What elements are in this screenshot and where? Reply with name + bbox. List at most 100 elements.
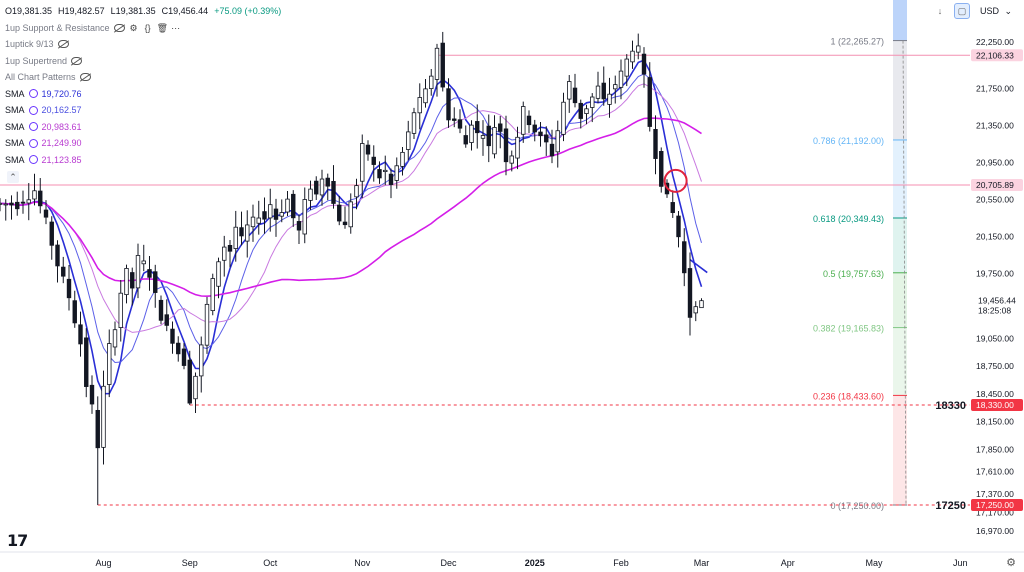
- highlight-circle: [663, 168, 688, 193]
- level-name-label: 18330: [935, 400, 966, 412]
- chart-type-icon[interactable]: ▢: [954, 3, 970, 19]
- candle-body: [348, 201, 353, 228]
- sma-icon[interactable]: [28, 155, 38, 165]
- price-tick-label: 19,050.00: [976, 333, 1014, 343]
- tradingview-logo-icon[interactable]: 17: [7, 531, 28, 550]
- horizontal-lines[interactable]: 18330 17250: [0, 54, 970, 512]
- candle-body: [262, 211, 267, 220]
- candle-body: [699, 300, 704, 309]
- price-axis-badge-label: 20,705.89: [976, 180, 1014, 190]
- indicator-row[interactable]: 1up Support & Resistance ⚙ {} 🗑 ⋯: [5, 20, 283, 37]
- indicator-label: All Chart Patterns: [5, 72, 76, 83]
- candle-body: [273, 208, 279, 220]
- price-axis-badge-label: 22,106.33: [976, 50, 1014, 60]
- price-tick-label: 17,850.00: [976, 444, 1014, 454]
- candle-body: [233, 226, 238, 249]
- candle-body: [429, 75, 434, 90]
- eye-hidden-icon[interactable]: [71, 56, 83, 65]
- sma-icon[interactable]: [28, 105, 38, 115]
- fibonacci-retracement[interactable]: 1 (22,265.27) 0.786 (21,192.00) 0.618 (20,…: [813, 0, 907, 511]
- price-axis[interactable]: 22,250.00 21,750.00 21,350.00 20,950.00 20,5…: [970, 0, 1024, 552]
- candle-body: [55, 244, 60, 267]
- candle-body: [95, 409, 100, 449]
- candle-body: [670, 202, 675, 213]
- candle-body: [61, 266, 66, 277]
- candle-body: [601, 82, 606, 100]
- sma-row[interactable]: SMA 19,720.76: [5, 86, 283, 103]
- candle-body: [181, 348, 187, 366]
- price-tick-label: 17,610.00: [976, 467, 1014, 477]
- price-tick-label: 22,250.00: [976, 37, 1014, 47]
- candle-body: [325, 177, 330, 187]
- sma-icon[interactable]: [28, 89, 38, 99]
- candle-body: [124, 268, 129, 296]
- sma-icon[interactable]: [28, 122, 38, 132]
- price-tick-label: 18,150.00: [976, 417, 1014, 427]
- down-arrow-icon[interactable]: ↓: [937, 6, 943, 16]
- fib-zone: [893, 139, 907, 218]
- time-tick-label: Aug: [95, 558, 111, 568]
- fib-level-label: 0.786 (21,192.00): [813, 136, 884, 146]
- candle-body: [515, 136, 520, 159]
- candle-body: [532, 124, 537, 133]
- sma-row[interactable]: SMA 21,123.85: [5, 152, 283, 169]
- price-tick-label: 17,370.00: [976, 489, 1014, 499]
- candle-body: [486, 125, 491, 147]
- gear-icon[interactable]: ⚙: [1006, 557, 1016, 569]
- candle-body: [112, 329, 118, 348]
- indicator-row[interactable]: 1up Supertrend: [5, 53, 283, 70]
- price-axis-badge: [971, 499, 1023, 511]
- candle-body: [38, 190, 43, 207]
- candle-body: [89, 384, 95, 405]
- candle-body: [314, 180, 319, 195]
- sma-row[interactable]: SMA 20,162.57: [5, 102, 283, 119]
- candle-body: [193, 375, 198, 400]
- candle-body: [498, 123, 503, 132]
- source-code-icon[interactable]: {}: [144, 22, 151, 33]
- eye-hidden-icon[interactable]: [57, 40, 69, 49]
- fib-level-label: 1 (22,265.27): [830, 37, 884, 47]
- sma-icon[interactable]: [28, 138, 38, 148]
- settings-icon[interactable]: ⚙: [129, 22, 138, 33]
- price-tick-label: 19,750.00: [976, 269, 1014, 279]
- candle-body: [66, 278, 72, 299]
- delete-icon[interactable]: 🗑: [156, 22, 169, 33]
- candle-body: [693, 306, 698, 314]
- indicator-row[interactable]: All Chart Patterns: [5, 69, 283, 86]
- time-axis[interactable]: Aug Sep Oct Nov Dec 2025 Feb Mar Apr May Jun: [0, 551, 1024, 568]
- more-icon[interactable]: ⋯: [171, 22, 181, 33]
- candle-body: [250, 216, 256, 228]
- collapse-legend-icon[interactable]: ⌃: [7, 171, 19, 183]
- candle-body: [285, 198, 290, 213]
- candle-body: [509, 155, 514, 164]
- candle-body: [480, 135, 486, 139]
- fib-level-label: 0.5 (19,757.63): [823, 269, 884, 279]
- candle-body: [561, 101, 566, 135]
- candle-body: [526, 115, 532, 126]
- time-tick-label: Mar: [694, 558, 710, 568]
- candle-body: [360, 143, 365, 182]
- candle-body: [222, 246, 227, 261]
- eye-hidden-icon[interactable]: [79, 73, 91, 82]
- fib-level-label: 0.236 (18,433.60): [813, 391, 884, 401]
- candle-body: [555, 130, 560, 153]
- candle-body: [503, 128, 509, 163]
- sma-label: SMA: [5, 121, 25, 132]
- candle-body: [475, 121, 480, 134]
- candle-body: [118, 292, 123, 328]
- eye-hidden-icon[interactable]: [113, 23, 125, 32]
- candle-body: [291, 193, 296, 219]
- fib-zone: [893, 272, 907, 328]
- candle-body: [406, 131, 411, 150]
- price-axis-badge-label: 17,250.00: [976, 500, 1014, 510]
- candle-body: [296, 221, 302, 231]
- candle-body: [676, 215, 681, 238]
- candle-body: [101, 385, 106, 448]
- currency-selector[interactable]: USD ⌄: [976, 3, 1016, 19]
- price-tick-label: 18,750.00: [976, 361, 1014, 371]
- sma-row[interactable]: SMA 20,983.61: [5, 119, 283, 136]
- sma-row[interactable]: SMA 21,249.90: [5, 135, 283, 152]
- indicator-row[interactable]: 1uptick 9/13: [5, 36, 283, 53]
- time-tick-label: Oct: [263, 558, 278, 568]
